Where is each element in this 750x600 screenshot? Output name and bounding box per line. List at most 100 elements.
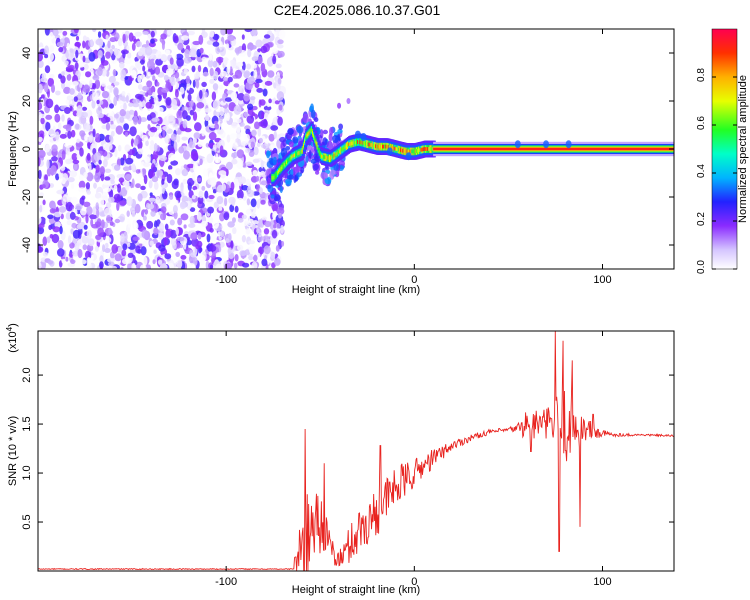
- noise-speckle: [119, 157, 125, 166]
- noise-speckle: [79, 130, 86, 137]
- noise-speckle: [219, 230, 225, 238]
- noise-speckle: [267, 52, 274, 57]
- noise-speckle: [179, 201, 186, 210]
- transition-speckle: [267, 184, 274, 193]
- noise-speckle: [73, 164, 78, 170]
- noise-speckle: [114, 253, 122, 262]
- noise-speckle: [45, 217, 49, 227]
- transition-speckle: [313, 163, 319, 171]
- noise-speckle: [194, 122, 202, 132]
- noise-speckle: [218, 170, 227, 176]
- noise-speckle: [201, 130, 206, 137]
- noise-speckle: [124, 131, 129, 137]
- noise-speckle: [169, 57, 174, 65]
- noise-speckle: [79, 82, 83, 88]
- noise-speckle: [190, 232, 198, 241]
- noise-speckle: [185, 75, 191, 85]
- noise-speckle: [47, 128, 56, 137]
- noise-speckle: [150, 210, 156, 217]
- noise-speckle: [223, 113, 228, 123]
- signal-blob: [514, 140, 521, 149]
- noise-speckle: [234, 254, 239, 262]
- colorbar-tick-label: 0.2: [696, 212, 707, 226]
- noise-speckle: [155, 50, 162, 60]
- noise-speckle: [72, 229, 81, 239]
- noise-speckle: [212, 41, 220, 47]
- noise-speckle: [177, 42, 184, 51]
- noise-speckle: [264, 112, 269, 121]
- noise-speckle: [164, 223, 169, 231]
- noise-speckle: [216, 196, 224, 205]
- noise-speckle: [125, 157, 134, 165]
- noise-speckle: [197, 232, 202, 240]
- noise-speckle: [92, 29, 97, 33]
- noise-speckle: [192, 263, 196, 269]
- noise-speckle: [202, 71, 209, 77]
- noise-speckle: [225, 238, 230, 244]
- noise-speckle: [82, 244, 88, 251]
- noise-speckle: [164, 134, 170, 144]
- noise-speckle: [139, 90, 144, 96]
- noise-speckle: [87, 238, 95, 247]
- noise-speckle: [192, 79, 196, 89]
- noise-speckle: [140, 246, 147, 256]
- signal-blob: [360, 133, 367, 141]
- noise-speckle: [133, 138, 139, 146]
- noise-speckle: [98, 159, 102, 165]
- noise-speckle: [135, 169, 141, 174]
- noise-speckle: [204, 190, 209, 199]
- noise-speckle: [208, 194, 215, 200]
- noise-speckle: [237, 93, 245, 101]
- noise-speckle: [260, 45, 268, 54]
- noise-speckle: [75, 35, 80, 41]
- spectrogram-panel: -100 0 100 -40 -20 0 20 40 Height of straight l…: [7, 28, 749, 296]
- noise-speckle: [111, 244, 118, 254]
- noise-speckle: [126, 45, 130, 51]
- noise-speckle: [135, 40, 142, 48]
- noise-speckle: [162, 125, 170, 131]
- noise-speckle: [153, 249, 157, 254]
- noise-speckle: [104, 176, 111, 181]
- noise-speckle: [244, 133, 250, 142]
- noise-speckle: [78, 180, 86, 189]
- noise-speckle: [83, 63, 89, 70]
- noise-speckle: [197, 196, 204, 205]
- noise-speckle: [192, 171, 196, 181]
- noise-speckle: [252, 255, 258, 261]
- noise-speckle: [197, 141, 204, 148]
- noise-speckle: [102, 150, 108, 157]
- noise-speckle: [259, 99, 266, 106]
- noise-speckle: [77, 60, 85, 68]
- noise-speckle: [75, 203, 83, 211]
- noise-speckle: [95, 132, 101, 143]
- noise-speckle: [38, 102, 43, 111]
- noise-speckle: [235, 29, 242, 32]
- noise-speckle: [113, 87, 119, 96]
- noise-speckle: [69, 48, 74, 53]
- transition-speckle: [313, 117, 319, 123]
- noise-speckle: [122, 243, 128, 251]
- noise-speckle: [190, 150, 199, 161]
- noise-speckle: [145, 101, 153, 109]
- noise-speckle: [159, 159, 164, 168]
- noise-speckle: [170, 133, 177, 142]
- transition-speckle: [273, 194, 281, 202]
- noise-speckle: [137, 50, 144, 57]
- noise-speckle: [250, 141, 255, 148]
- noise-speckle: [44, 45, 49, 55]
- noise-speckle: [134, 31, 142, 37]
- noise-speckle: [259, 187, 263, 195]
- noise-speckle: [191, 194, 196, 200]
- noise-speckle: [55, 173, 60, 181]
- signal-blob: [346, 98, 351, 104]
- noise-speckle: [84, 250, 91, 259]
- noise-speckle: [75, 49, 79, 59]
- noise-speckle: [97, 113, 104, 119]
- noise-speckle: [131, 210, 136, 218]
- noise-speckle: [274, 257, 281, 266]
- transition-speckle: [305, 155, 309, 163]
- noise-speckle: [204, 91, 208, 98]
- noise-speckle: [158, 222, 165, 232]
- noise-speckle: [61, 150, 66, 160]
- noise-speckle: [45, 144, 50, 153]
